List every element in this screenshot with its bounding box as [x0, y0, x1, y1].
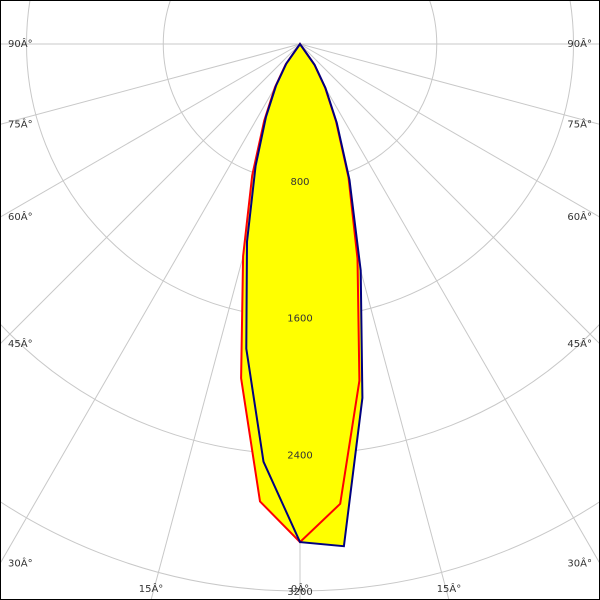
series-line: [245, 42, 364, 548]
angle-label: 75Â°: [567, 117, 592, 130]
r-tick-label: 2400: [287, 450, 312, 461]
grid-spoke: [299, 43, 600, 564]
grid-spoke: [299, 43, 600, 218]
grid-spoke: [0, 43, 301, 125]
r-tick-label: 1600: [287, 314, 312, 325]
angle-label: 30Â°: [8, 557, 33, 570]
grid-spoke: [0, 43, 301, 218]
angle-label: 15Â°: [139, 582, 164, 595]
grid-spoke: [0, 43, 301, 345]
grid-spoke: [299, 43, 600, 125]
r-tick-label: 800: [290, 177, 309, 188]
angle-label: 0Â°: [291, 582, 309, 595]
angle-label: 15Â°: [437, 582, 462, 595]
grid-spoke: [299, 43, 600, 345]
grid-spoke: [0, 43, 301, 564]
r-tick-label: 3200: [287, 587, 312, 598]
angle-label: 45Â°: [567, 337, 592, 350]
angle-label: 60Â°: [567, 210, 592, 223]
angle-label: 45Â°: [8, 337, 33, 350]
angle-label: 90Â°: [8, 37, 33, 50]
area-fill: [246, 44, 363, 547]
angle-label: 30Â°: [567, 557, 592, 570]
angle-label: 60Â°: [8, 210, 33, 223]
angle-label: 90Â°: [567, 37, 592, 50]
angle-label: 75Â°: [8, 117, 33, 130]
